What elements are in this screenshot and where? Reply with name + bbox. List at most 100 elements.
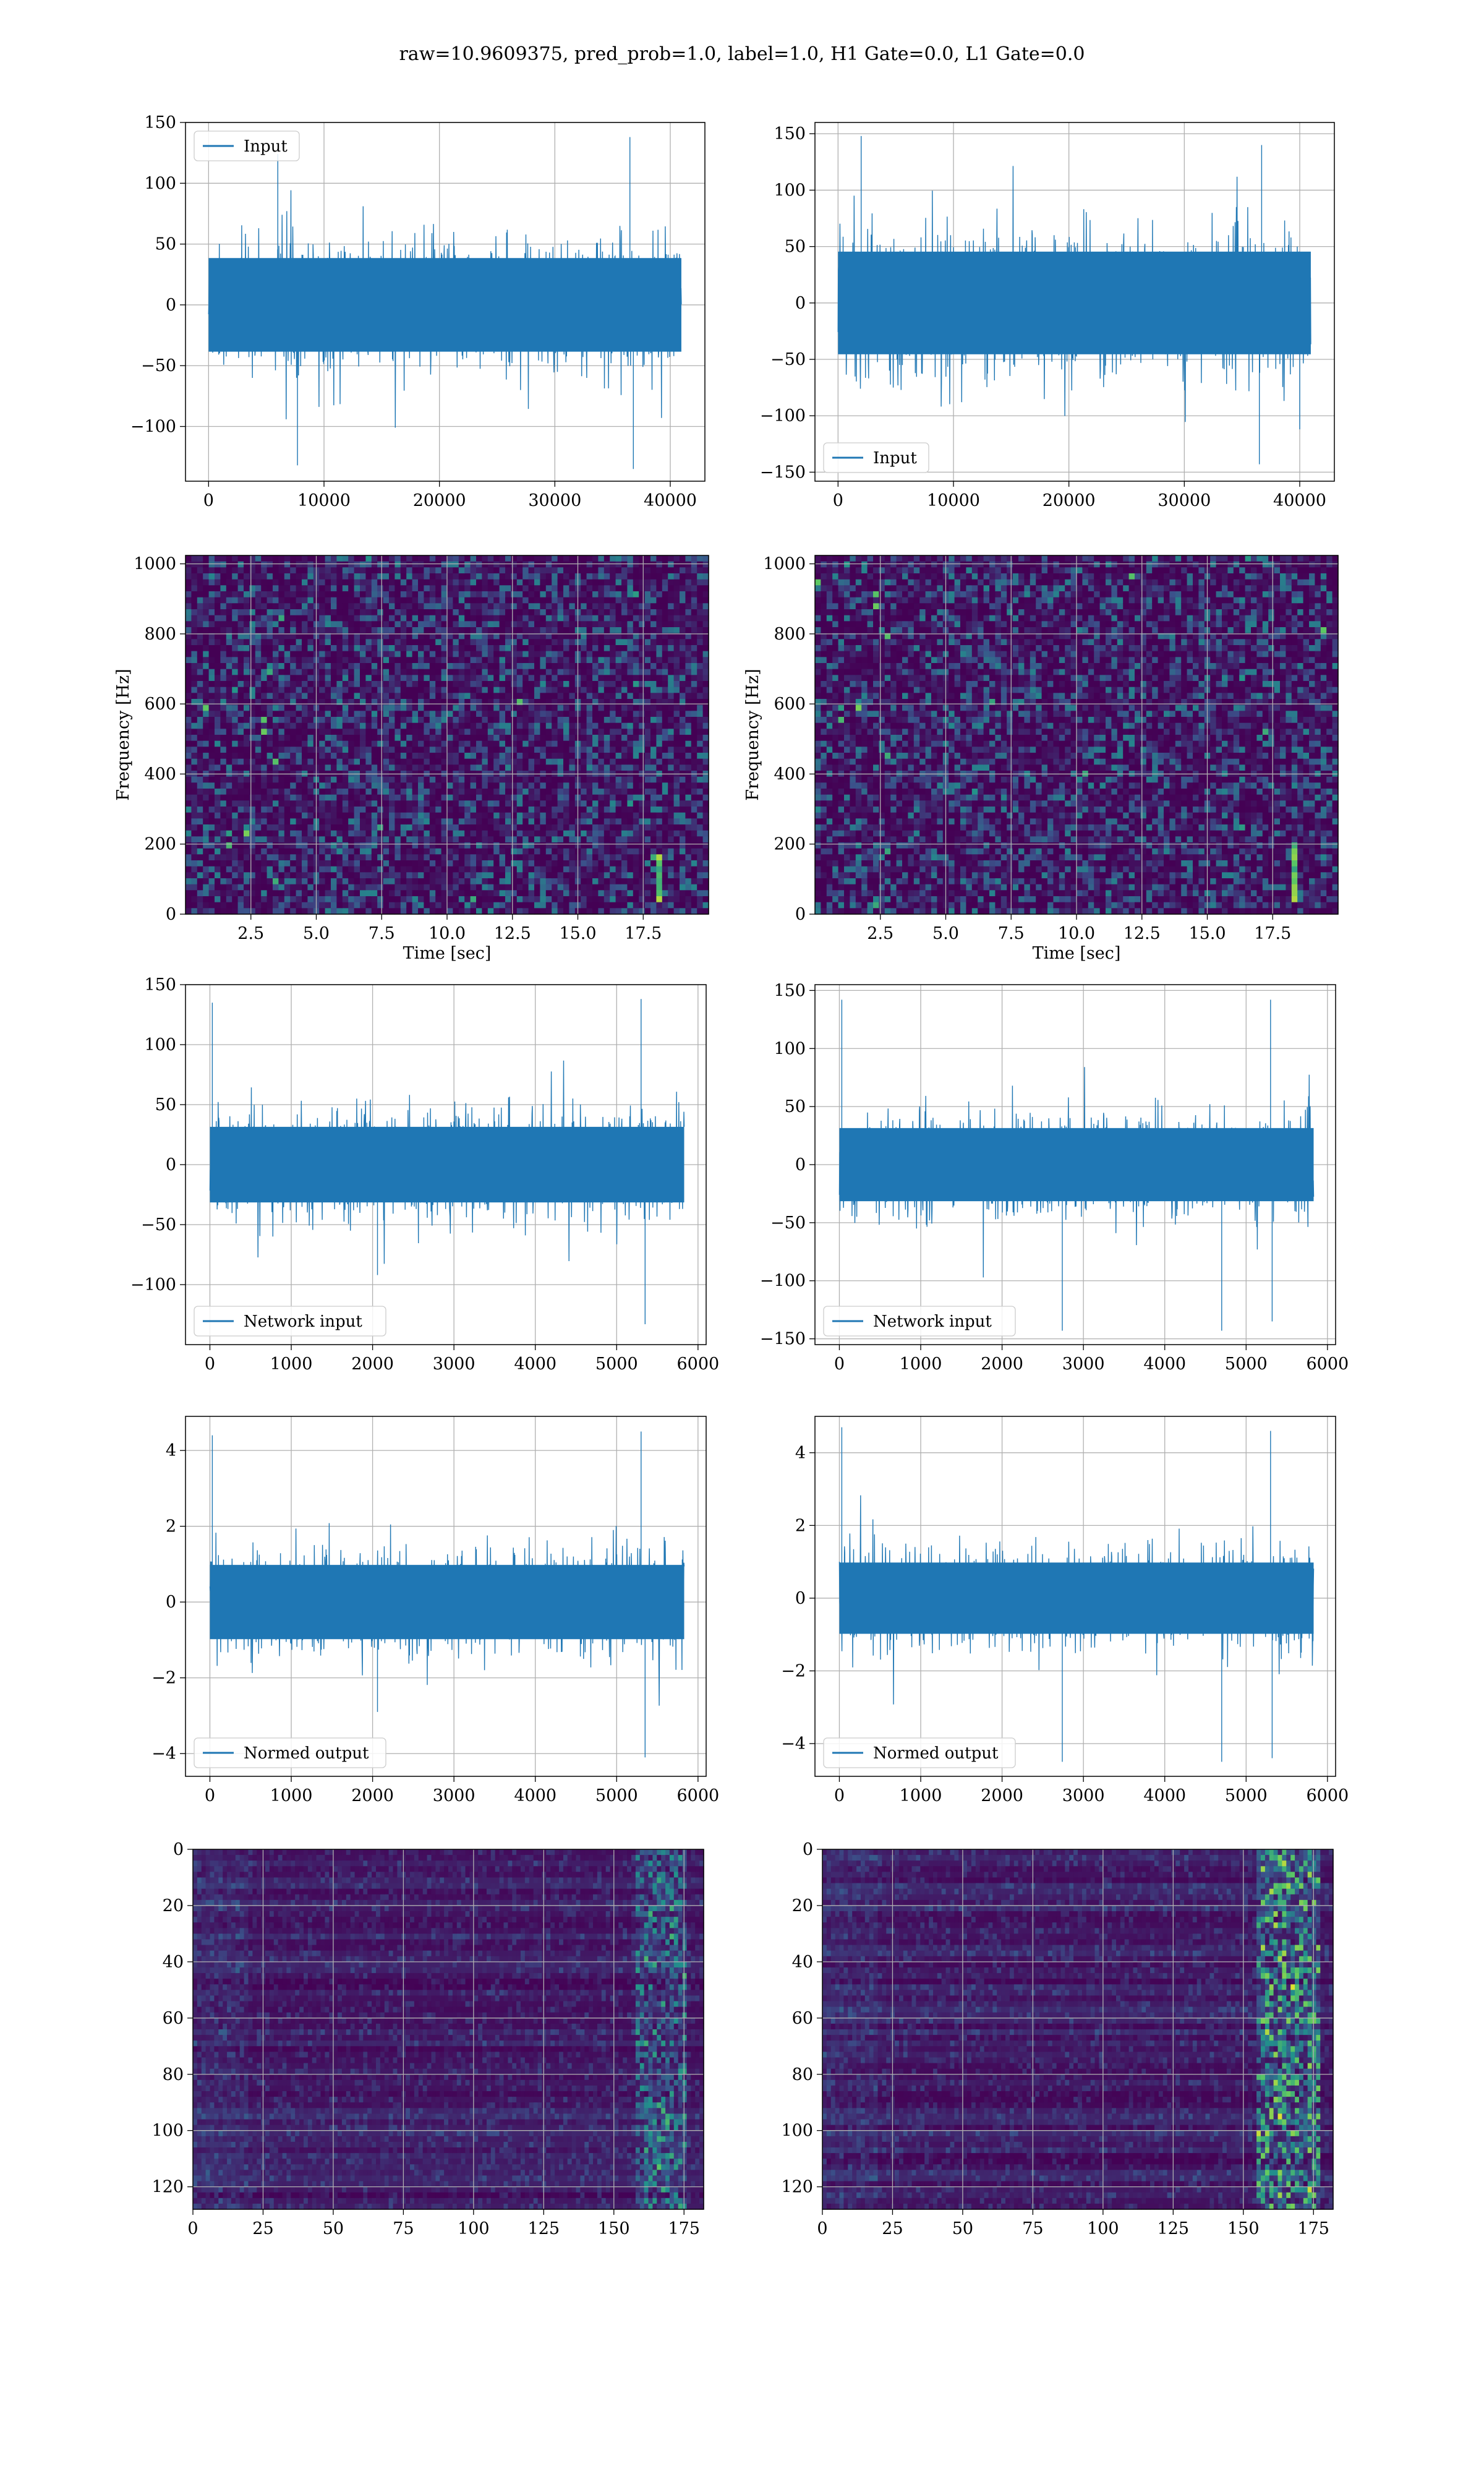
x-tick-label: 15.0 bbox=[559, 924, 596, 943]
legend-box bbox=[823, 1306, 1016, 1337]
x-tick-label: 2000 bbox=[981, 1355, 1023, 1374]
x-tick-label: 50 bbox=[323, 2219, 344, 2238]
x-tick-label: 150 bbox=[598, 2219, 630, 2238]
y-tick-label: 800 bbox=[774, 625, 806, 644]
axes-h1-normed-output: 0 1000 2000 3000 4000 5000 6000 −4 −2 0 2 4 Normed o… bbox=[151, 1416, 719, 1805]
x-tick-label: 6000 bbox=[1306, 1786, 1349, 1805]
x-tick-label: 12.5 bbox=[1124, 924, 1161, 943]
x-tick-label: 25 bbox=[882, 2219, 903, 2238]
x-tick-label: 7.5 bbox=[998, 924, 1025, 943]
x-tick-label: 6000 bbox=[676, 1355, 719, 1374]
grid: 0 25 50 75 100 125 150 175 0 20 40 60 80 100 120 bbox=[781, 1840, 1333, 2238]
legend-box bbox=[194, 1306, 386, 1337]
legend: Normed output bbox=[823, 1737, 1016, 1768]
x-tick-label: 2.5 bbox=[867, 924, 893, 943]
x-tick-label: 50 bbox=[952, 2219, 973, 2238]
axes-l1-input: 0 10000 20000 30000 40000 −150 −100 −50 0 50 100 15… bbox=[760, 122, 1335, 510]
figure-suptitle: raw=10.9609375, pred_prob=1.0, label=1.0… bbox=[0, 43, 1484, 65]
y-tick-label: 2 bbox=[795, 1516, 806, 1535]
legend-box bbox=[194, 131, 300, 161]
y-tick-label: −150 bbox=[760, 1330, 806, 1349]
axes-frame bbox=[814, 1416, 1336, 1777]
y-tick-label: 20 bbox=[792, 1896, 813, 1915]
x-tick-label: 6000 bbox=[676, 1786, 719, 1805]
legend-box bbox=[823, 1737, 1016, 1768]
y-tick-label: −100 bbox=[760, 1272, 806, 1291]
y-tick-label: 40 bbox=[792, 1953, 813, 1972]
grid: 2.5 5.0 7.5 10.0 12.5 15.0 17.5 0 200 400 600 800 10… bbox=[134, 555, 709, 943]
y-tick-label: 0 bbox=[166, 905, 176, 924]
x-tick-label: 2000 bbox=[981, 1786, 1023, 1805]
x-axis-label: Time [sec] bbox=[1033, 944, 1121, 963]
y-tick-label: 100 bbox=[151, 2121, 184, 2141]
legend: Network input bbox=[823, 1306, 1016, 1337]
axes-frame bbox=[814, 122, 1335, 482]
y-tick-label: 150 bbox=[774, 981, 806, 1000]
x-axis-label: Time [sec] bbox=[403, 944, 492, 963]
axes-frame bbox=[185, 984, 707, 1345]
y-tick-label: 60 bbox=[163, 2009, 184, 2028]
y-tick-label: 1000 bbox=[134, 555, 176, 574]
y-tick-label: −100 bbox=[130, 417, 176, 437]
x-tick-label: 3000 bbox=[1062, 1355, 1105, 1374]
y-tick-label: 4 bbox=[166, 1441, 176, 1460]
y-axis-label: Frequency [Hz] bbox=[743, 669, 762, 800]
y-tick-label: 200 bbox=[774, 835, 806, 854]
y-tick-label: 0 bbox=[166, 1155, 176, 1175]
axes-frame bbox=[185, 555, 709, 915]
axes-h1-input: 0 10000 20000 30000 40000 −100 −50 0 50 100 150 Inp… bbox=[130, 113, 706, 510]
legend-label: Network input bbox=[244, 1312, 362, 1331]
x-tick-label: 25 bbox=[252, 2219, 273, 2238]
legend: Normed output bbox=[194, 1737, 386, 1768]
x-tick-label: 0 bbox=[205, 1786, 215, 1805]
y-tick-label: 200 bbox=[144, 835, 176, 854]
x-tick-label: 2000 bbox=[351, 1355, 394, 1374]
x-tick-label: 5.0 bbox=[932, 924, 959, 943]
y-tick-label: 50 bbox=[155, 1095, 176, 1115]
y-tick-label: 0 bbox=[795, 294, 806, 313]
axes-frame bbox=[814, 555, 1339, 915]
heatmap-cells bbox=[186, 555, 709, 915]
x-tick-label: 20000 bbox=[1043, 491, 1096, 510]
legend-label: Input bbox=[873, 449, 917, 468]
y-tick-label: −50 bbox=[141, 1215, 176, 1235]
y-tick-label: 50 bbox=[785, 1097, 806, 1116]
x-tick-label: 4000 bbox=[514, 1355, 556, 1374]
y-tick-label: 40 bbox=[163, 1953, 184, 1972]
y-tick-label: 20 bbox=[163, 1896, 184, 1915]
x-tick-label: 100 bbox=[458, 2219, 490, 2238]
x-tick-label: 0 bbox=[205, 1355, 215, 1374]
y-tick-label: 120 bbox=[781, 2178, 813, 2197]
axes-l1-network-input: 0 1000 2000 3000 4000 5000 6000 −150 −100 −50 0 50 1… bbox=[760, 981, 1349, 1374]
y-tick-label: 60 bbox=[792, 2009, 813, 2028]
grid: 0 1000 2000 3000 4000 5000 6000 −4 −2 0 2 4 bbox=[781, 1416, 1349, 1805]
legend-box bbox=[823, 442, 929, 473]
axes-h1-feature-map: 0 25 50 75 100 125 150 175 0 20 40 60 80 100 120 bbox=[151, 1840, 704, 2238]
y-tick-label: 600 bbox=[144, 695, 176, 714]
x-tick-label: 75 bbox=[1022, 2219, 1043, 2238]
x-tick-label: 0 bbox=[817, 2219, 827, 2238]
y-tick-label: −50 bbox=[141, 356, 176, 375]
axes-frame bbox=[192, 1849, 704, 2210]
y-tick-label: 100 bbox=[781, 2121, 813, 2141]
signal-core bbox=[838, 251, 1311, 354]
y-tick-label: −50 bbox=[770, 350, 806, 369]
y-tick-label: −4 bbox=[781, 1734, 806, 1753]
x-tick-label: 5000 bbox=[595, 1355, 638, 1374]
x-tick-label: 1000 bbox=[900, 1786, 942, 1805]
x-tick-label: 10000 bbox=[297, 491, 351, 510]
legend: Network input bbox=[194, 1306, 386, 1337]
x-tick-label: 3000 bbox=[433, 1355, 475, 1374]
y-tick-label: −50 bbox=[770, 1213, 806, 1233]
x-tick-label: 40000 bbox=[644, 491, 697, 510]
axes-frame bbox=[814, 984, 1336, 1345]
axes-frame bbox=[185, 122, 706, 482]
x-tick-label: 125 bbox=[1158, 2219, 1190, 2238]
y-tick-label: 600 bbox=[774, 695, 806, 714]
x-tick-label: 0 bbox=[833, 491, 843, 510]
x-tick-label: 1000 bbox=[270, 1355, 313, 1374]
grid: 0 10000 20000 30000 40000 −100 −50 0 50 100 150 bbox=[130, 113, 705, 510]
x-tick-label: 15.0 bbox=[1188, 924, 1226, 943]
y-tick-label: 400 bbox=[774, 764, 806, 784]
x-tick-label: 0 bbox=[834, 1786, 845, 1805]
